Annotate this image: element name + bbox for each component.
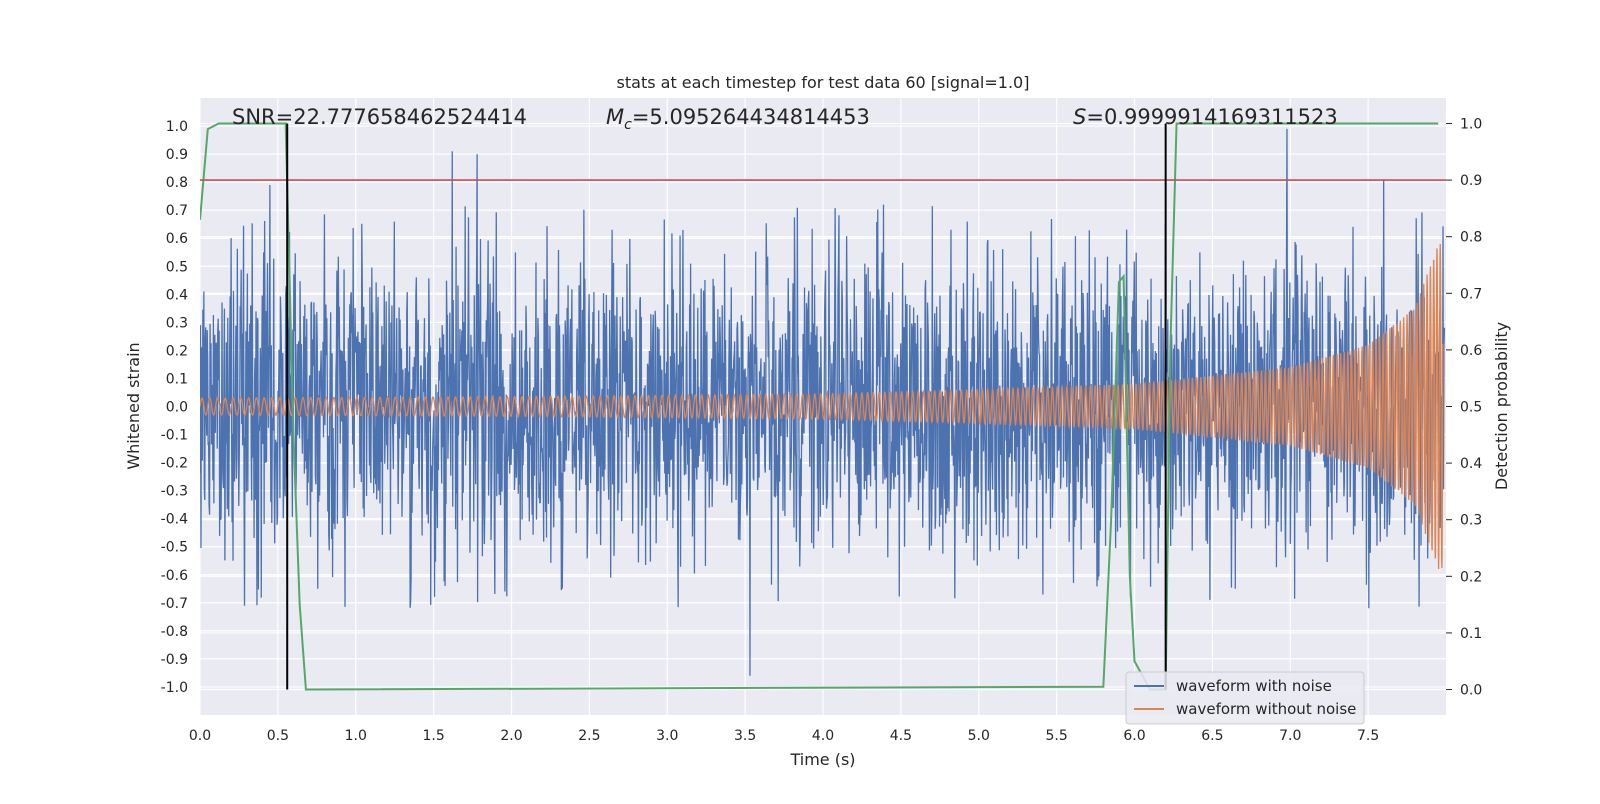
- x-tick-label: 1.0: [345, 728, 367, 744]
- x-tick-label: 7.0: [1279, 728, 1301, 744]
- y-tick-label-left: 0.7: [166, 203, 188, 219]
- x-tick-label: 7.5: [1357, 728, 1379, 744]
- y-tick-label-right: 1.0: [1460, 116, 1482, 132]
- x-tick-label: 6.0: [1123, 728, 1145, 744]
- series-waveform-with-noise: [200, 128, 1446, 676]
- x-tick-label: 3.0: [656, 728, 678, 744]
- x-axis-label: Time (s): [789, 750, 855, 769]
- y-tick-label-left: 0.3: [166, 315, 188, 331]
- y-tick-label-left: -0.6: [161, 568, 188, 584]
- x-tick-labels: 0.0 0.5 1.0 1.5 2.0 2.5 3.0 3.5 4.0 4.5 5.0 5.5 6.0 6…: [189, 728, 1379, 744]
- x-tick-label: 6.5: [1201, 728, 1223, 744]
- y-tick-label-left: -0.3: [161, 484, 188, 500]
- x-tick-label: 0.5: [267, 728, 289, 744]
- y-tick-label-left: -0.9: [161, 652, 188, 668]
- y-tick-label-left: 1.0: [166, 119, 188, 135]
- series-detection-probability: [200, 122, 1439, 691]
- y-tick-labels-left: 1.0 0.9 0.8 0.7 0.6 0.5 0.4 0.3 0.2 0.1 0.0 -0.1 -0.…: [161, 119, 188, 696]
- y-tick-label-left: -0.7: [161, 596, 188, 612]
- chirp-mass-symbol: M: [606, 105, 624, 129]
- y-tick-label-left: -0.1: [161, 428, 188, 444]
- chart-title: stats at each timestep for test data 60 …: [617, 73, 1030, 92]
- x-tick-label: 2.0: [500, 728, 522, 744]
- legend: waveform with noise waveform without noi…: [1125, 671, 1365, 725]
- x-tick-label: 0.0: [189, 728, 211, 744]
- chirp-mass-value: =5.095264434814453: [632, 105, 870, 129]
- x-tick-label: 5.0: [968, 728, 990, 744]
- y-tick-label-left: 0.8: [166, 175, 188, 191]
- y-tick-label-left: 0.6: [166, 231, 188, 247]
- x-tick-label: 2.5: [578, 728, 600, 744]
- series-waveform-without-noise: [200, 243, 1444, 570]
- y-tick-label-left: 0.9: [166, 147, 188, 163]
- chirp-mass-annotation: Mc=5.095264434814453: [606, 105, 870, 133]
- y-tick-label-right: 0.9: [1460, 173, 1482, 189]
- y-tick-label-right: 0.7: [1460, 286, 1482, 302]
- score-value: =0.9999914169311523: [1086, 105, 1337, 129]
- y-tick-label-left: -0.2: [161, 456, 188, 472]
- y-tick-label-right: 0.0: [1460, 683, 1482, 699]
- x-tick-label: 1.5: [422, 728, 444, 744]
- x-tick-label: 4.5: [890, 728, 912, 744]
- x-tick-label: 4.0: [812, 728, 834, 744]
- y-tick-label-left: -0.8: [161, 624, 188, 640]
- y-tick-label-right: 0.3: [1460, 513, 1482, 529]
- score-symbol: S: [1073, 105, 1086, 129]
- y-tick-label-right: 0.5: [1460, 400, 1482, 416]
- legend-label-clean: waveform without noise: [1176, 700, 1356, 718]
- y-tick-label-left: 0.1: [166, 371, 188, 387]
- chirp-mass-subscript: c: [624, 117, 632, 133]
- series-layer: [200, 122, 1446, 691]
- y-tick-label-left: 0.4: [166, 287, 188, 303]
- y-tick-label-left: -0.5: [161, 540, 188, 556]
- markers-layer: [200, 123, 1446, 690]
- y-tick-labels-right: 1.0 0.9 0.8 0.7 0.6 0.5 0.4 0.3 0.2 0.1 0.0: [1446, 116, 1482, 699]
- y-axis-label-right: Detection probability: [1492, 322, 1511, 490]
- x-tick-label: 3.5: [734, 728, 756, 744]
- legend-label-noise: waveform with noise: [1176, 677, 1332, 695]
- y-axis-label-left: Whitened strain: [124, 342, 143, 469]
- y-tick-label-left: -0.4: [161, 512, 188, 528]
- y-tick-label-left: -1.0: [161, 680, 188, 696]
- snr-annotation: SNR=22.777658462524414: [232, 105, 527, 129]
- y-tick-label-right: 0.4: [1460, 456, 1482, 472]
- score-annotation: S=0.9999914169311523: [1073, 105, 1338, 129]
- y-tick-label-left: 0.5: [166, 259, 188, 275]
- x-tick-label: 5.5: [1045, 728, 1067, 744]
- y-tick-label-right: 0.1: [1460, 626, 1482, 642]
- y-tick-label-right: 0.8: [1460, 230, 1482, 246]
- y-tick-label-left: 0.0: [166, 400, 188, 416]
- y-tick-label-left: 0.2: [166, 343, 188, 359]
- legend-frame: [1125, 671, 1365, 725]
- y-tick-label-right: 0.2: [1460, 569, 1482, 585]
- y-tick-label-right: 0.6: [1460, 343, 1482, 359]
